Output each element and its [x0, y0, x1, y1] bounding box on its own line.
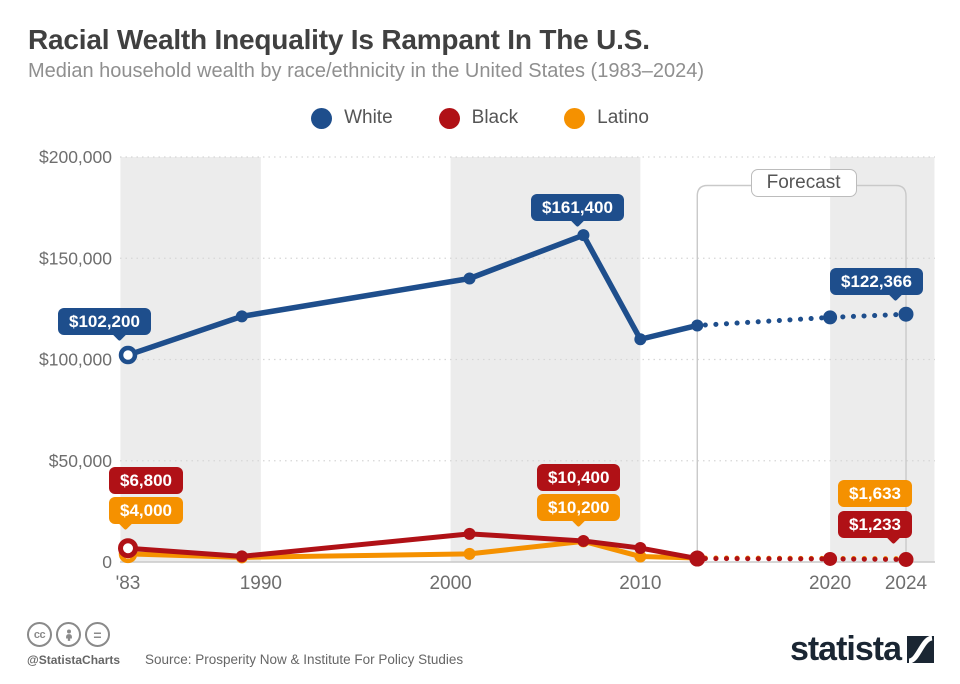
- y-tick-label: $200,000: [39, 147, 112, 167]
- start-point-black: [118, 538, 138, 559]
- forecast-point-white-2020: [823, 310, 838, 325]
- decade-band: [120, 157, 261, 562]
- person-glyph: [65, 629, 72, 641]
- forecast-label: Forecast: [750, 169, 857, 197]
- badge-value-text: $102,200: [69, 312, 140, 331]
- source-credit: Source: Prosperity Now & Institute For P…: [145, 652, 464, 667]
- x-tick-label: 1990: [240, 573, 282, 594]
- legend-label-white: White: [344, 107, 393, 128]
- legend-label-latino: Latino: [597, 107, 649, 128]
- value-badge-latino: $10,200: [537, 494, 621, 528]
- data-point-white-2007: [577, 229, 590, 242]
- statista-logo-mark-icon: [907, 636, 934, 663]
- y-tick-label: $150,000: [39, 248, 112, 268]
- equals-icon: =: [85, 622, 110, 647]
- forecast-line-black: [694, 556, 909, 563]
- data-point-latino-2010: [634, 550, 647, 563]
- legend-item-white: White: [311, 107, 393, 129]
- x-tick-label: 2024: [885, 573, 928, 594]
- value-badge-white: $122,366: [830, 268, 923, 302]
- badge-value-text: $10,200: [548, 498, 610, 517]
- y-tick-label: $100,000: [39, 350, 112, 370]
- legend: White Black Latino: [0, 107, 960, 129]
- value-badge-black: $10,400: [537, 464, 621, 491]
- latino-series-dot-icon: [564, 107, 586, 129]
- legend-item-latino: Latino: [564, 107, 649, 129]
- x-tick-label: 2000: [429, 573, 471, 594]
- data-point-white-2010: [634, 333, 647, 346]
- badge-value-text: $161,400: [542, 198, 613, 217]
- badge-value-text: $1,233: [849, 515, 901, 534]
- data-point-black-2007: [577, 534, 590, 547]
- white-series-dot-icon: [311, 107, 333, 129]
- badge-value-text: $10,400: [548, 468, 610, 487]
- x-tick-label: 2010: [619, 573, 661, 594]
- y-tick-label: 0: [102, 552, 112, 572]
- statista-charts-handle: @StatistaCharts: [27, 653, 121, 667]
- y-tick-label: $50,000: [49, 451, 113, 471]
- badge-value-text: $122,366: [841, 272, 912, 291]
- page-title: Racial Wealth Inequality Is Rampant In T…: [28, 24, 650, 55]
- badge-value-text: $4,000: [120, 501, 172, 520]
- x-tick-label: 2020: [809, 573, 851, 594]
- data-point-black-2013: [689, 550, 706, 567]
- value-badge-black: $6,800: [109, 467, 183, 494]
- forecast-point-white-2024: [898, 306, 914, 322]
- value-badge-white: $161,400: [531, 194, 624, 228]
- data-point-white-1989: [235, 310, 248, 323]
- x-tick-label: '83: [116, 573, 141, 594]
- cc-icon: cc: [27, 622, 52, 647]
- data-point-black-2010: [634, 542, 647, 555]
- black-series-dot-icon: [438, 107, 460, 129]
- data-point-latino-2001: [463, 547, 476, 560]
- value-badge-latino: $1,633: [838, 480, 912, 507]
- forecast-point-black-2020: [823, 551, 838, 566]
- data-point-white-2013: [691, 319, 704, 332]
- value-badge-black: $1,233: [838, 511, 912, 545]
- line-chart: $200,000 $150,000 $100,000 $50,000 0'83 1990 2…: [39, 147, 935, 594]
- license-icons: cc =: [27, 622, 110, 647]
- statista-logo: statista: [790, 630, 934, 669]
- data-point-black-1989: [235, 550, 248, 563]
- forecast-point-black-2024: [898, 552, 914, 568]
- page-subtitle: Median household wealth by race/ethnicit…: [28, 60, 704, 82]
- data-point-black-2001: [463, 527, 476, 540]
- badge-value-text: $1,633: [849, 484, 901, 503]
- legend-label-black: Black: [471, 107, 519, 128]
- badge-value-text: $6,800: [120, 471, 172, 490]
- statista-logo-text: statista: [789, 630, 902, 668]
- data-point-white-2001: [463, 272, 476, 285]
- start-point-white: [118, 345, 138, 365]
- series-line-black: [127, 531, 698, 562]
- attribution-person-icon: [56, 622, 81, 647]
- series-line-white: [127, 232, 698, 358]
- value-badge-latino: $4,000: [109, 497, 183, 531]
- legend-item-black: Black: [438, 107, 519, 129]
- value-badge-white: $102,200: [58, 308, 151, 342]
